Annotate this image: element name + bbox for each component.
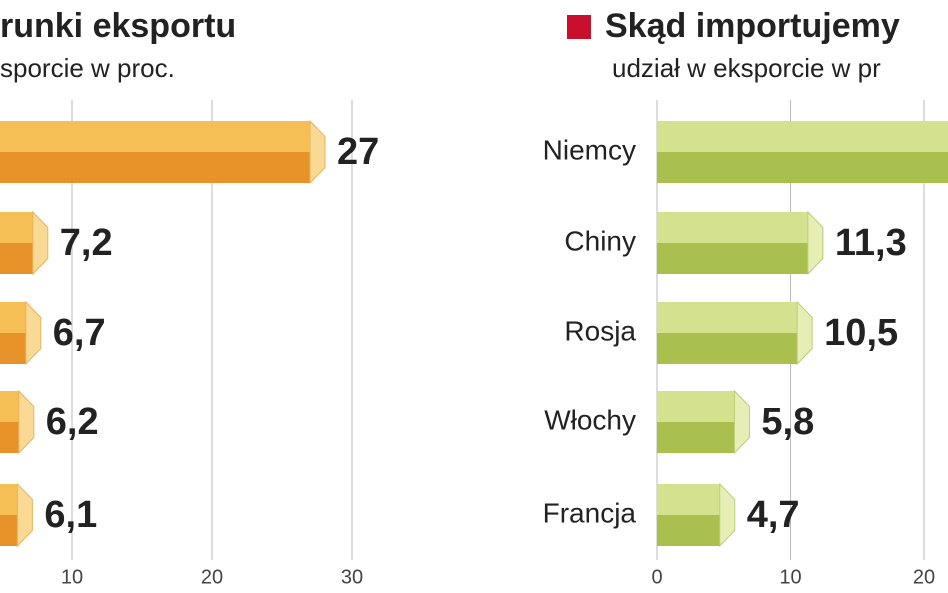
- bar-cap: [32, 210, 49, 276]
- bar-bottom: [0, 152, 310, 183]
- bar-bottom: [657, 422, 735, 453]
- value-label: 27: [337, 131, 379, 173]
- x-tick-label: 20: [913, 566, 935, 588]
- value-label: 7,2: [60, 222, 113, 264]
- bar: [0, 389, 35, 455]
- bar: [657, 482, 736, 548]
- category-label: Niemcy: [543, 134, 636, 165]
- bar-top: [0, 302, 26, 333]
- bar-bottom: [0, 243, 33, 274]
- bar: [0, 300, 42, 366]
- bar-top: [657, 484, 720, 515]
- value-label: 6,1: [44, 494, 97, 536]
- x-tick-label: 10: [61, 566, 83, 588]
- bar-cap: [309, 119, 326, 185]
- bar-cap: [25, 300, 42, 366]
- bar: [657, 389, 750, 455]
- bar-top: [657, 121, 948, 152]
- value-label: 6,7: [53, 312, 106, 354]
- bar: [657, 210, 824, 276]
- bar-bottom: [657, 333, 798, 364]
- bar-top: [0, 391, 19, 422]
- chart-subtitle: sporcie w proc.: [0, 53, 175, 83]
- value-label: 4,7: [747, 494, 800, 536]
- bar-cap: [807, 210, 824, 276]
- bar-bottom: [0, 333, 26, 364]
- bar-top: [657, 212, 808, 243]
- bar: [0, 119, 326, 185]
- bar-top: [0, 212, 33, 243]
- chart-title: runki eksportu: [0, 7, 236, 45]
- bar-cap: [719, 482, 736, 548]
- bar-bottom: [0, 422, 19, 453]
- bar-cap: [796, 300, 813, 366]
- x-tick-label: 20: [201, 566, 223, 588]
- category-label: Włochy: [544, 404, 636, 435]
- bar: [657, 300, 813, 366]
- bar-top: [657, 391, 735, 422]
- bar-top: [0, 121, 310, 152]
- bar: [657, 121, 948, 183]
- bar-bottom: [0, 515, 18, 546]
- value-label: 6,2: [46, 401, 99, 443]
- x-tick-label: 10: [779, 566, 801, 588]
- category-label: Francja: [543, 497, 637, 528]
- bar-top: [657, 302, 798, 333]
- bar-cap: [16, 482, 33, 548]
- bar: [0, 482, 33, 548]
- x-tick-label: 30: [341, 566, 363, 588]
- bar-bottom: [657, 152, 948, 183]
- bar-top: [0, 484, 18, 515]
- value-label: 11,3: [835, 222, 907, 264]
- value-label: 5,8: [761, 401, 814, 443]
- x-tick-label: 0: [651, 566, 662, 588]
- bar: [0, 210, 49, 276]
- category-label: Chiny: [564, 225, 636, 256]
- bar-bottom: [657, 515, 720, 546]
- title-marker: [567, 15, 591, 39]
- category-label: Rosja: [564, 315, 636, 346]
- bar-cap: [733, 389, 750, 455]
- value-label: 10,5: [824, 312, 898, 354]
- bar-bottom: [657, 243, 808, 274]
- bar-cap: [18, 389, 35, 455]
- chart-title: Skąd importujemy: [605, 7, 900, 45]
- chart-subtitle: udział w eksporcie w pr: [612, 53, 881, 83]
